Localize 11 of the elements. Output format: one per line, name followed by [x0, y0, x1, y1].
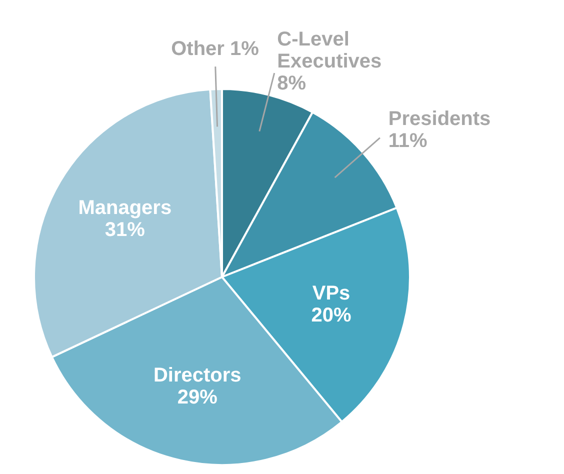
slice-label: Presidents	[388, 108, 491, 130]
slice-label: VPs	[312, 282, 350, 305]
slice-label: C-Level Executives	[277, 28, 382, 73]
data-label: 31%	[104, 219, 146, 242]
slice-label: Other 1%	[171, 38, 260, 60]
data-label: 11%	[388, 130, 428, 152]
data-label: 20%	[311, 304, 352, 327]
slice-label: Directors	[153, 364, 242, 387]
data-label: 29%	[177, 386, 218, 409]
data-label: 8%	[277, 72, 306, 95]
slice-label: Managers	[78, 197, 172, 220]
